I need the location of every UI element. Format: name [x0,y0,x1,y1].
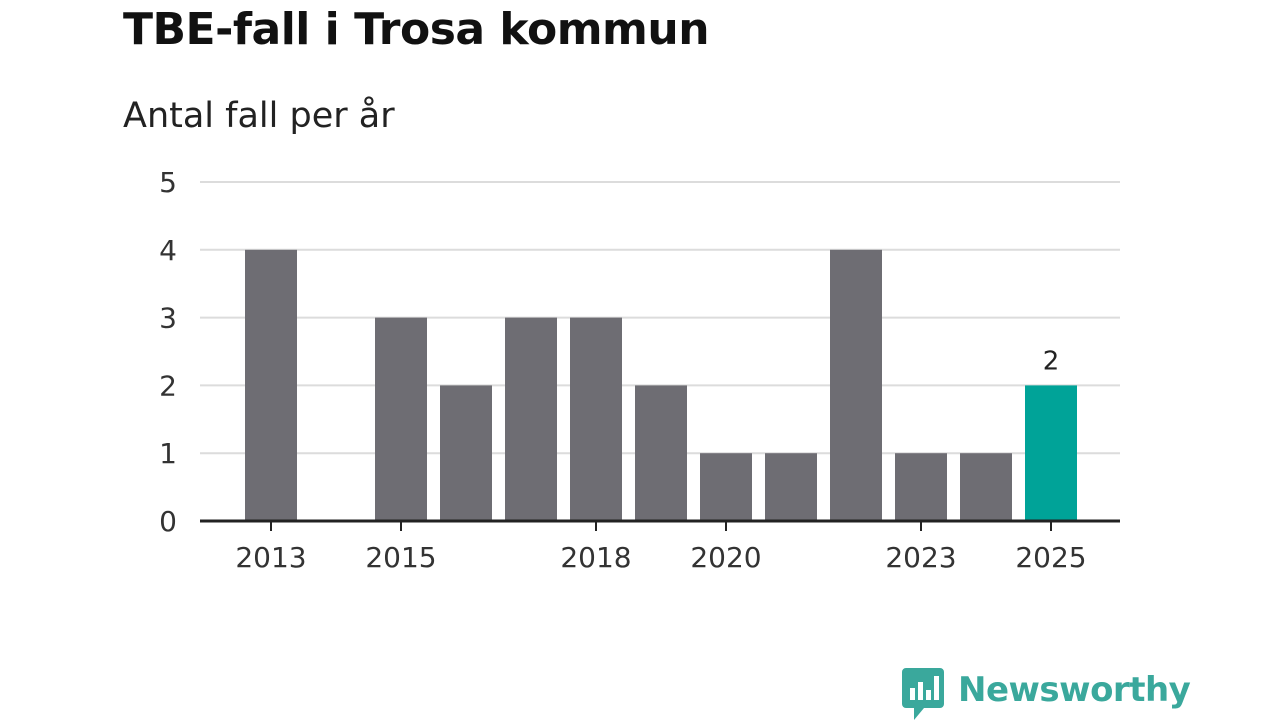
bar-2020 [700,453,752,521]
bar-2024 [960,453,1012,521]
x-tick-label-2018: 2018 [560,541,631,574]
chart-subtitle: Antal fall per år [123,96,395,136]
bar-2017 [505,317,557,521]
x-tick-label-2015: 2015 [365,541,436,574]
bar-2021 [765,453,817,521]
bar-2023 [895,453,947,521]
x-tick-label-2020: 2020 [690,541,761,574]
chart-title: TBE-fall i Trosa kommun [123,4,710,55]
bar-2018 [570,317,622,521]
y-tick-label-2: 2 [159,369,177,402]
brand-name: Newsworthy [958,670,1191,710]
bar-2016 [440,385,492,521]
x-tick-label-2023: 2023 [885,541,956,574]
bar-2019 [635,385,687,521]
y-tick-label-4: 4 [159,234,177,267]
y-tick-label-1: 1 [159,437,177,470]
bar-2022 [830,249,882,522]
bar-2013 [245,249,297,522]
newsworthy-logo-icon [902,668,944,720]
y-tick-label-0: 0 [159,505,177,538]
x-tick-label-2013: 2013 [235,541,306,574]
newsworthy-brand: Newsworthy [902,668,1191,720]
x-tick-label-2025: 2025 [1015,541,1086,574]
y-tick-label-5: 5 [159,166,177,199]
bar-2015 [375,317,427,521]
bar-2025 [1025,385,1077,521]
data-label-2025: 2 [1043,346,1060,376]
bar-chart: 2 0 1 2 3 4 5 2013 2015 2018 2020 2023 2025 [159,166,1120,574]
axes: 0 1 2 3 4 5 2013 2015 2018 2020 2023 2025 [159,166,1120,574]
bars: 2 [245,249,1077,522]
y-tick-label-3: 3 [159,302,177,335]
